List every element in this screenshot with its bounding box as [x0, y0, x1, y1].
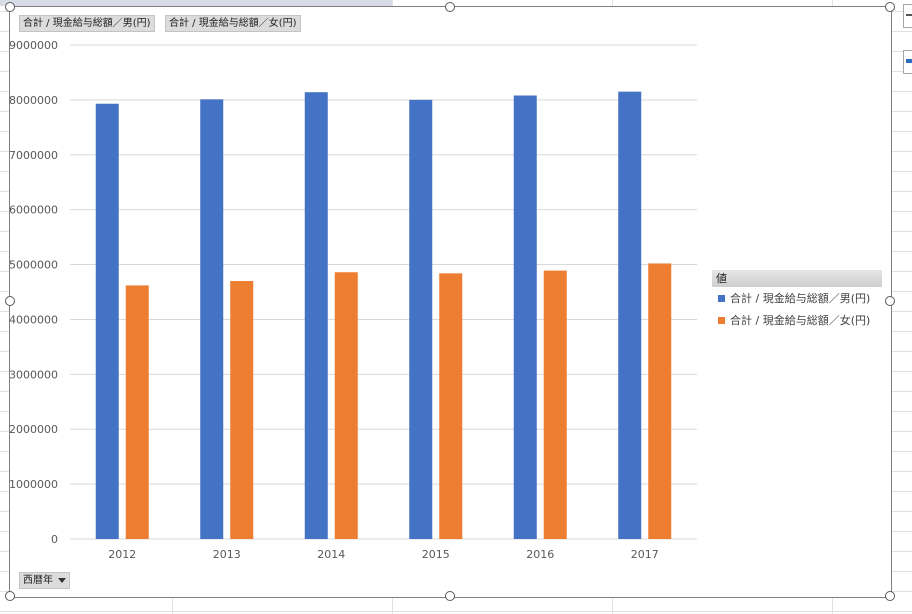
x-tick-label: 2015	[422, 548, 450, 561]
y-tick-label: 3000000	[9, 368, 58, 381]
legend-item-female[interactable]: 合計 / 現金給与総額／女(円)	[712, 309, 882, 331]
bar-female-2016	[544, 271, 567, 539]
legend-label-female: 合計 / 現金給与総額／女(円)	[730, 312, 870, 328]
bar-female-2014	[335, 272, 358, 539]
legend: 値 合計 / 現金給与総額／男(円) 合計 / 現金給与総額／女(円)	[712, 270, 882, 331]
y-tick-label: 6000000	[9, 204, 58, 217]
bar-female-2012	[126, 285, 149, 539]
y-tick-label: 1000000	[9, 478, 58, 491]
y-tick-label: 9000000	[9, 39, 58, 52]
y-tick-label: 0	[51, 533, 58, 546]
y-tick-label: 4000000	[9, 313, 58, 326]
bar-female-2015	[439, 273, 462, 539]
y-tick-label: 8000000	[9, 94, 58, 107]
x-tick-label: 2016	[526, 548, 554, 561]
bar-female-2017	[648, 263, 671, 539]
y-tick-label: 2000000	[9, 423, 58, 436]
bar-male-2016	[514, 95, 537, 539]
bar-male-2012	[96, 104, 119, 539]
y-tick-label: 5000000	[9, 259, 58, 272]
bar-male-2014	[305, 92, 328, 539]
legend-swatch-male	[718, 295, 725, 302]
x-tick-label: 2013	[213, 548, 241, 561]
bar-male-2015	[409, 100, 432, 539]
x-tick-label: 2014	[317, 548, 345, 561]
y-tick-label: 7000000	[9, 149, 58, 162]
bar-female-2013	[230, 281, 253, 539]
legend-label-male: 合計 / 現金給与総額／男(円)	[730, 290, 870, 306]
legend-field-button[interactable]: 値	[712, 270, 882, 287]
bar-male-2017	[618, 92, 641, 539]
legend-swatch-female	[718, 317, 725, 324]
x-tick-label: 2012	[108, 548, 136, 561]
x-tick-label: 2017	[631, 548, 659, 561]
legend-item-male[interactable]: 合計 / 現金給与総額／男(円)	[712, 287, 882, 309]
bar-male-2013	[200, 99, 223, 539]
